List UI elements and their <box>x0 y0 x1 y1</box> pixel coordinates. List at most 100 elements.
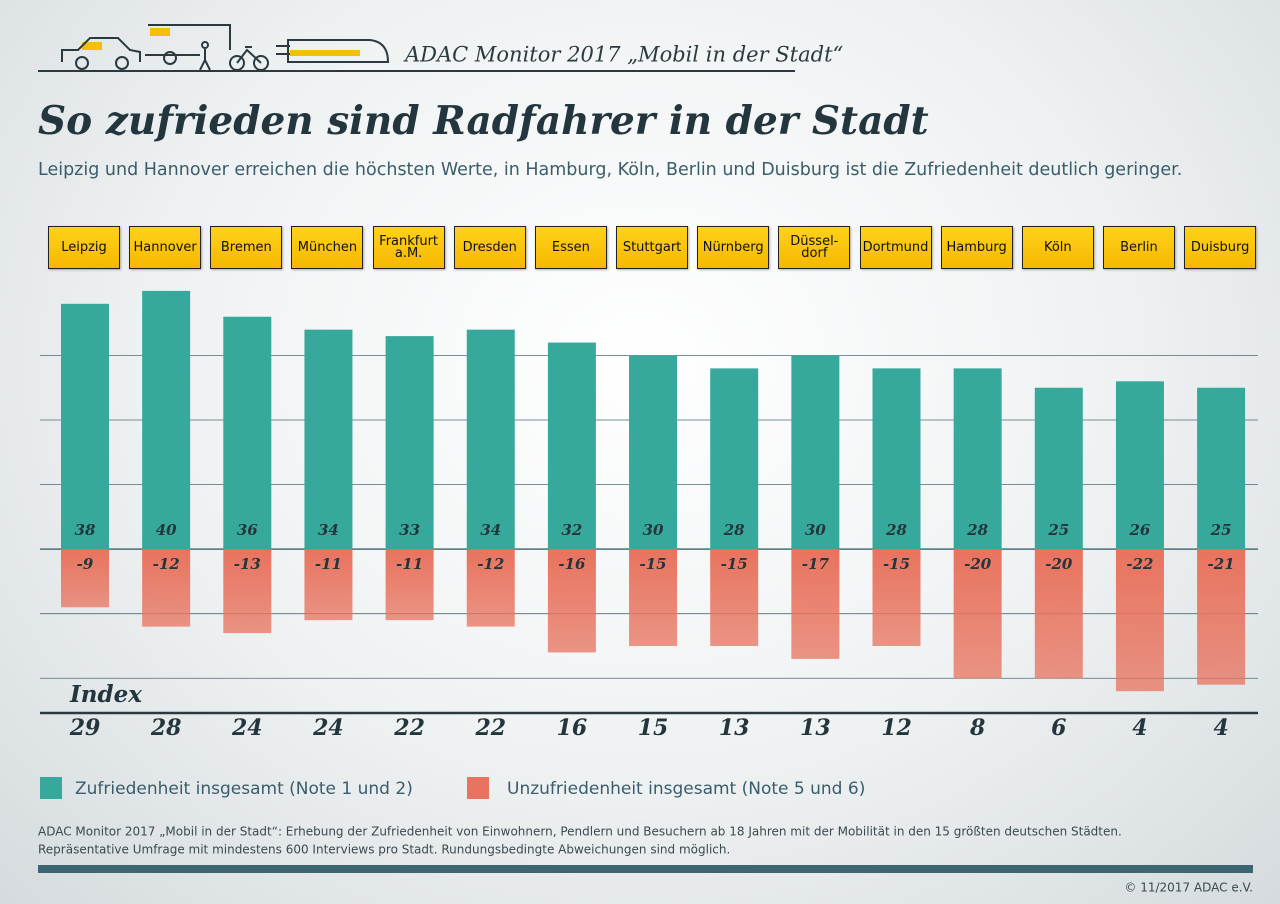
index-value: 22 <box>474 715 506 741</box>
bar <box>1115 549 1164 692</box>
copyright: © 11/2017 ADAC e.V. <box>1124 881 1253 895</box>
value-label: -22 <box>1126 555 1153 573</box>
category-label: Dresden <box>453 226 526 269</box>
value-label: 30 <box>805 521 826 539</box>
value-label: -17 <box>802 555 830 573</box>
category-label: Hamburg <box>940 226 1013 269</box>
bar <box>629 355 678 550</box>
value-label: 36 <box>237 521 258 539</box>
bar <box>953 549 1002 679</box>
index-value: 15 <box>638 715 669 741</box>
index-value: 29 <box>69 715 101 741</box>
category-label: Dortmund <box>859 226 932 269</box>
value-label: 26 <box>1129 521 1151 539</box>
value-label: -15 <box>721 555 748 573</box>
value-label: -15 <box>883 555 910 573</box>
bar <box>791 549 840 659</box>
index-value: 4 <box>1132 715 1147 741</box>
index-value: 4 <box>1213 715 1228 741</box>
value-label: 40 <box>156 521 177 539</box>
value-label: 32 <box>561 521 582 539</box>
value-label: 33 <box>399 521 420 539</box>
chart-subtitle: Leipzig und Hannover erreichen die höchs… <box>38 160 1182 180</box>
category-label: Leipzig <box>48 226 120 269</box>
index-value: 16 <box>557 715 588 741</box>
legend-label: Zufriedenheit insgesamt (Note 1 und 2) <box>75 779 413 799</box>
category-label: Duisburg <box>1184 226 1257 269</box>
value-label: -15 <box>639 555 666 573</box>
footnote: ADAC Monitor 2017 „Mobil in der Stadt“: … <box>38 825 1122 839</box>
bar <box>710 368 759 550</box>
value-label: 34 <box>318 521 339 539</box>
bar <box>1197 387 1246 550</box>
value-label: 25 <box>1210 521 1232 539</box>
bar <box>710 549 759 646</box>
bar <box>385 549 434 621</box>
bar <box>953 368 1002 550</box>
index-value: 6 <box>1051 715 1066 741</box>
value-label: 28 <box>723 521 745 539</box>
value-label: -20 <box>1045 555 1073 573</box>
footer-rule <box>38 865 1253 873</box>
bar <box>872 368 921 550</box>
bar <box>1115 381 1164 550</box>
index-value: 28 <box>150 715 182 741</box>
brand: ADAC Monitor 2017 „Mobil in der Stadt“ <box>403 43 844 67</box>
value-label: -16 <box>558 555 586 573</box>
category-label: Bremen <box>210 226 283 269</box>
value-label: 25 <box>1047 521 1069 539</box>
value-label: -9 <box>77 555 94 573</box>
value-label: -11 <box>396 555 423 573</box>
category-label: Berlin <box>1102 226 1175 269</box>
bar <box>872 549 921 646</box>
index-value: 13 <box>800 715 831 741</box>
category-label: Düssel- dorf <box>778 226 851 269</box>
legend-swatch <box>467 777 489 799</box>
index-value: 8 <box>969 715 985 741</box>
value-label: -11 <box>315 555 342 573</box>
value-label: 28 <box>966 521 988 539</box>
bar <box>142 549 191 627</box>
bar <box>791 355 840 550</box>
value-label: -20 <box>964 555 992 573</box>
footnote: Repräsentative Umfrage mit mindestens 60… <box>38 843 730 857</box>
value-label: 34 <box>480 521 501 539</box>
value-label: -12 <box>477 555 504 573</box>
legend-label: Unzufriedenheit insgesamt (Note 5 und 6) <box>507 779 865 799</box>
bar <box>223 316 272 550</box>
category-label: München <box>291 226 364 269</box>
bar <box>304 329 353 550</box>
bar <box>629 549 678 646</box>
bar <box>466 329 515 550</box>
category-label: Köln <box>1021 226 1094 269</box>
value-label: -21 <box>1208 555 1235 573</box>
bar <box>223 549 272 634</box>
bar <box>547 342 596 550</box>
index-value: 22 <box>393 715 425 741</box>
index-value: 24 <box>312 715 344 741</box>
category-label: Frankfurt a.M. <box>372 226 445 269</box>
value-label: 38 <box>75 521 96 539</box>
header-icons <box>38 24 795 72</box>
index-value: 13 <box>719 715 750 741</box>
bar <box>1197 549 1246 685</box>
category-label: Essen <box>534 226 607 269</box>
bar <box>304 549 353 621</box>
category-label: Hannover <box>129 226 202 269</box>
value-label: -13 <box>234 555 261 573</box>
bar <box>1034 387 1083 550</box>
chart-title: So zufrieden sind Radfahrer in der Stadt <box>38 98 929 144</box>
bar <box>547 549 596 653</box>
index-value: 24 <box>231 715 263 741</box>
bar <box>385 336 434 550</box>
value-label: -12 <box>153 555 180 573</box>
bar <box>142 290 191 550</box>
category-label: Stuttgart <box>616 226 689 269</box>
value-label: 30 <box>643 521 664 539</box>
bar <box>466 549 515 627</box>
bar <box>1034 549 1083 679</box>
bar <box>61 303 109 550</box>
value-label: 28 <box>885 521 907 539</box>
